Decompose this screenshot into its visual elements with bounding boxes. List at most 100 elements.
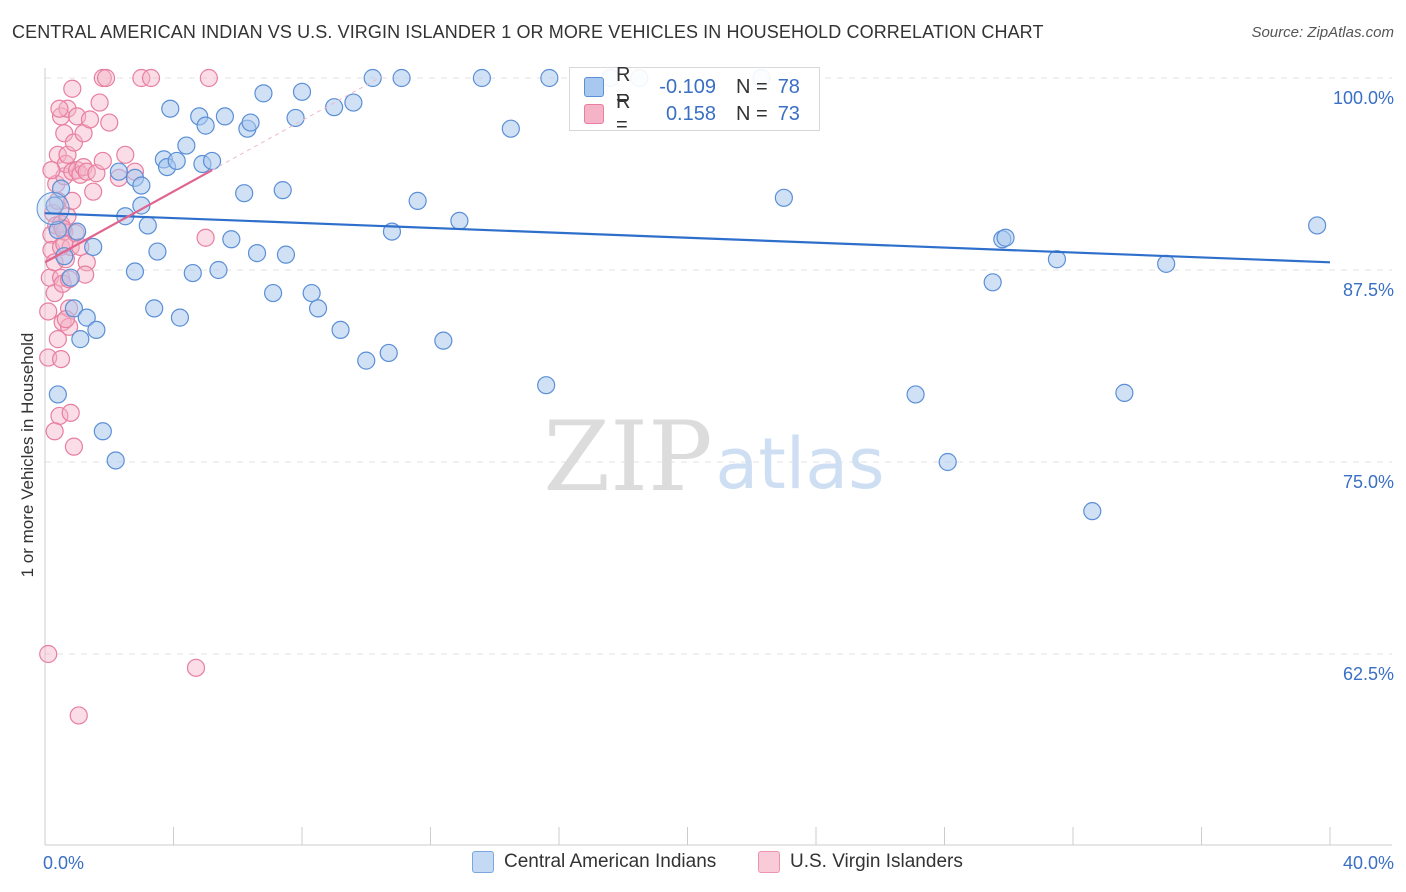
data-point-central-american-indians — [286, 108, 305, 128]
trend-line-us-virgin-islanders — [44, 169, 213, 264]
data-point-us-virgin-islanders — [61, 403, 80, 422]
legend-r-label: R = — [616, 64, 631, 109]
data-point-central-american-indians — [161, 99, 180, 118]
legend-n-label: N = — [736, 75, 768, 98]
data-point-central-american-indians — [1308, 216, 1327, 235]
data-point-central-american-indians — [48, 385, 67, 404]
data-point-us-virgin-islanders — [69, 706, 88, 725]
data-point-central-american-indians — [537, 376, 556, 395]
y-tick-label: 75.0% — [1343, 472, 1394, 492]
data-point-central-american-indians — [774, 188, 793, 207]
data-point-us-virgin-islanders — [39, 302, 58, 321]
data-point-central-american-indians — [106, 451, 125, 470]
legend-row-pink: R = 0.158 N = 73 — [584, 91, 800, 136]
data-point-central-american-indians — [183, 263, 202, 283]
data-point-central-american-indians — [48, 220, 67, 240]
data-point-central-american-indians — [138, 216, 157, 235]
source-label: Source: ZipAtlas.com — [1251, 24, 1394, 41]
watermark-atlas: atlas — [715, 423, 884, 505]
data-point-us-virgin-islanders — [116, 145, 135, 164]
data-point-us-virgin-islanders — [42, 161, 61, 180]
data-point-central-american-indians — [450, 211, 469, 230]
series-blue-points — [36, 68, 1327, 521]
data-point-central-american-indians — [170, 308, 190, 327]
legend-label-blue: Central American Indians — [504, 851, 717, 872]
trend-lines — [44, 75, 1331, 264]
data-point-central-american-indians — [906, 385, 925, 404]
data-point-central-american-indians — [254, 84, 273, 103]
data-point-central-american-indians — [64, 299, 84, 318]
data-point-central-american-indians — [472, 68, 491, 88]
data-point-central-american-indians — [247, 244, 267, 263]
data-point-central-american-indians — [145, 299, 164, 318]
data-point-central-american-indians — [302, 283, 321, 303]
data-point-us-virgin-islanders — [96, 68, 116, 88]
data-point-central-american-indians — [196, 116, 215, 135]
data-point-central-american-indians — [215, 107, 234, 126]
data-point-central-american-indians — [273, 181, 292, 200]
y-axis-title: 1 or more Vehicles in Household — [18, 332, 37, 578]
data-point-us-virgin-islanders — [199, 68, 218, 88]
data-point-central-american-indians — [235, 184, 254, 203]
data-point-central-american-indians — [408, 191, 427, 210]
legend-label-pink: U.S. Virgin Islanders — [790, 851, 963, 872]
watermark-zip: ZIP — [543, 401, 712, 513]
legend-n-value-blue: 78 — [777, 75, 800, 98]
legend-item-us-virgin-islanders: U.S. Virgin Islanders — [758, 851, 963, 873]
y-tick-label: 100.0% — [1333, 88, 1394, 108]
data-point-central-american-indians — [132, 176, 151, 195]
data-point-us-virgin-islanders — [48, 330, 67, 349]
legend-swatch-pink — [758, 851, 780, 873]
legend-row-blue: R = -0.109 N = 78 — [584, 64, 800, 109]
chart-title: CENTRAL AMERICAN INDIAN VS U.S. VIRGIN I… — [12, 22, 1044, 42]
legend-r-label: R = — [616, 91, 631, 136]
data-point-us-virgin-islanders — [196, 228, 215, 247]
data-point-central-american-indians — [71, 330, 90, 349]
trend-line-central-american-indians — [44, 212, 1331, 264]
correlation-legend: R = -0.109 N = 78 R = 0.158 N = 73 — [569, 64, 820, 136]
data-point-central-american-indians — [938, 452, 957, 472]
data-point-central-american-indians — [308, 299, 328, 318]
data-point-us-virgin-islanders — [80, 110, 100, 129]
data-point-us-virgin-islanders — [84, 182, 103, 201]
data-point-central-american-indians — [202, 151, 222, 171]
data-point-central-american-indians — [125, 262, 145, 281]
data-point-central-american-indians — [276, 245, 296, 264]
data-point-us-virgin-islanders — [51, 349, 71, 369]
watermark: ZIP atlas — [543, 401, 884, 513]
data-point-central-american-indians — [379, 343, 398, 363]
trend-line-extension-us-virgin-islanders — [211, 75, 383, 171]
legend-swatch-blue — [584, 77, 604, 97]
data-point-central-american-indians — [263, 283, 283, 303]
data-point-central-american-indians — [363, 68, 382, 88]
data-point-central-american-indians — [357, 351, 376, 370]
data-point-central-american-indians — [344, 93, 363, 112]
data-point-central-american-indians — [1083, 502, 1102, 521]
data-point-us-virgin-islanders — [39, 644, 58, 664]
data-point-central-american-indians — [77, 308, 96, 327]
data-point-central-american-indians — [84, 237, 103, 257]
data-point-central-american-indians — [36, 192, 70, 226]
legend-swatch-blue — [472, 851, 494, 873]
data-point-us-virgin-islanders — [141, 68, 161, 88]
data-point-central-american-indians — [1157, 254, 1176, 273]
data-point-central-american-indians — [167, 151, 186, 171]
data-point-us-virgin-islanders — [93, 151, 112, 171]
y-tick-label: 62.5% — [1343, 664, 1394, 684]
data-point-central-american-indians — [87, 320, 106, 340]
data-point-central-american-indians — [1115, 383, 1134, 402]
legend-r-value-pink: 0.158 — [665, 102, 716, 125]
data-point-central-american-indians — [996, 228, 1015, 247]
data-point-central-american-indians — [68, 222, 87, 241]
data-point-central-american-indians — [325, 98, 344, 117]
data-point-us-virgin-islanders — [186, 658, 206, 677]
data-point-central-american-indians — [93, 422, 112, 441]
data-point-us-virgin-islanders — [64, 133, 84, 152]
data-point-central-american-indians — [209, 260, 228, 280]
data-point-us-virgin-islanders — [63, 191, 82, 210]
data-point-us-virgin-islanders — [100, 113, 119, 132]
data-point-us-virgin-islanders — [90, 93, 109, 112]
series-legend: Central American Indians U.S. Virgin Isl… — [0, 851, 1406, 877]
data-point-us-virgin-islanders — [55, 124, 74, 143]
